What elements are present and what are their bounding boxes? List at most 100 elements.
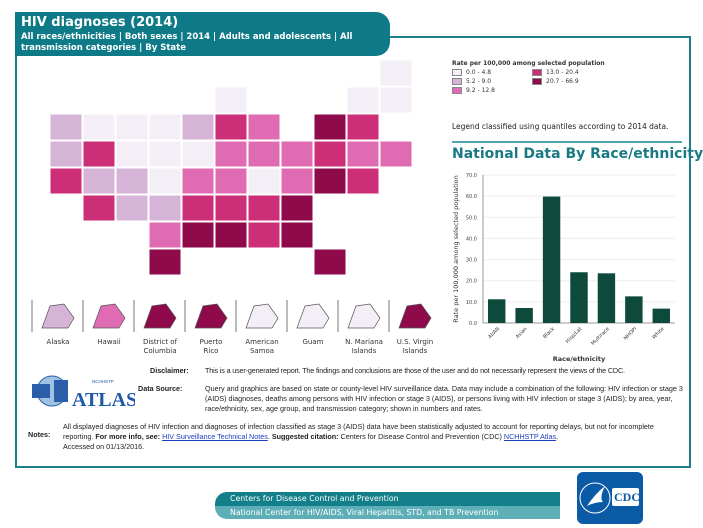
state-tn[interactable] xyxy=(214,194,248,222)
state-sc[interactable] xyxy=(280,194,314,222)
state-in[interactable] xyxy=(214,140,248,168)
disclaimer-label: Disclaimer: xyxy=(150,366,189,375)
x-tick-label: Hisp/Lat xyxy=(565,326,584,345)
technical-notes-link[interactable]: HIV Surveillance Technical Notes xyxy=(162,432,268,441)
legend-label: 13.0 - 20.4 xyxy=(546,69,579,76)
state-ks[interactable] xyxy=(148,194,182,222)
state-mo[interactable] xyxy=(181,167,215,195)
inset-label: Islands xyxy=(352,347,377,355)
state-mt[interactable] xyxy=(115,113,149,141)
state-nm[interactable] xyxy=(115,194,149,222)
report-title: HIV diagnoses (2014) xyxy=(21,15,179,30)
state-az[interactable] xyxy=(82,194,116,222)
state-me[interactable] xyxy=(379,60,413,87)
state-nj[interactable] xyxy=(313,140,347,168)
x-tick-label: NHOPI xyxy=(623,326,639,342)
state-sd[interactable] xyxy=(148,140,182,168)
state-ca[interactable] xyxy=(49,167,83,195)
state-ma[interactable] xyxy=(346,113,380,141)
state-co[interactable] xyxy=(115,167,149,195)
report-frame xyxy=(15,36,691,468)
state-ne[interactable] xyxy=(148,167,182,195)
state-vt[interactable] xyxy=(346,86,380,114)
legend-label: 20.7 - 66.9 xyxy=(546,78,579,85)
state-pa[interactable] xyxy=(280,140,314,168)
inset-puerto-rico-shape[interactable] xyxy=(194,303,228,329)
state-or[interactable] xyxy=(49,140,83,168)
bar-nhopi xyxy=(625,296,643,323)
state-ar[interactable] xyxy=(181,194,215,222)
footer-line-1: Centers for Disease Control and Preventi… xyxy=(215,492,560,506)
state-wi[interactable] xyxy=(214,86,248,114)
inset-label: Islands xyxy=(403,347,428,355)
state-id[interactable] xyxy=(82,113,116,141)
state-ky[interactable] xyxy=(214,167,248,195)
legend-item: 20.7 - 66.9 xyxy=(532,78,612,85)
bar-asian xyxy=(515,307,533,323)
data-source-text: Query and graphics are based on state or… xyxy=(205,384,683,413)
state-ny[interactable] xyxy=(313,113,347,141)
inset-district-of-columbia-shape[interactable] xyxy=(143,303,177,329)
legend-item: 0.0 - 4.8 xyxy=(452,69,532,76)
inset-alaska-shape[interactable] xyxy=(41,303,75,329)
bar-multirace xyxy=(597,273,616,323)
inset-label: Puerto xyxy=(200,338,223,346)
inset-label: Rico xyxy=(204,347,219,355)
inset-guam-shape[interactable] xyxy=(296,303,330,329)
notes-label: Notes: xyxy=(28,430,51,439)
state-mi[interactable] xyxy=(247,113,281,141)
state-ut[interactable] xyxy=(82,167,116,195)
state-tx[interactable] xyxy=(148,248,182,276)
state-wy[interactable] xyxy=(115,140,149,168)
cdc-wordmark: CDC xyxy=(614,490,640,504)
accessed-date: Accessed on 01/13/2016. xyxy=(63,442,145,451)
svg-text:ATLAS: ATLAS xyxy=(72,389,135,410)
cdc-footer-banner: Centers for Disease Control and Preventi… xyxy=(215,492,560,519)
svg-text:NCHHSTP: NCHHSTP xyxy=(92,379,114,384)
state-fl[interactable] xyxy=(313,248,347,276)
state-va[interactable] xyxy=(280,167,314,195)
x-axis-label: Race/ethnicity xyxy=(553,355,606,363)
state-nd[interactable] xyxy=(148,113,182,141)
state-ri[interactable] xyxy=(379,140,413,168)
y-axis-label: Rate per 100,000 among selected populati… xyxy=(452,175,460,322)
state-oh[interactable] xyxy=(247,140,281,168)
state-wa[interactable] xyxy=(49,113,83,141)
inset-u-s-virgin-islands-shape[interactable] xyxy=(398,303,432,329)
state-md[interactable] xyxy=(313,167,347,195)
atlas-link[interactable]: NCHHSTP Atlas xyxy=(503,432,557,441)
state-mn[interactable] xyxy=(181,113,215,141)
state-wv[interactable] xyxy=(247,167,281,195)
state-ct[interactable] xyxy=(346,140,380,168)
state-de[interactable] xyxy=(346,167,380,195)
legend-swatch xyxy=(452,69,462,76)
legend-note: Legend classified using quantiles accord… xyxy=(452,122,669,131)
state-ga[interactable] xyxy=(280,221,314,249)
state-al[interactable] xyxy=(247,221,281,249)
separator: . xyxy=(556,432,559,441)
state-la[interactable] xyxy=(181,221,215,249)
state-ms[interactable] xyxy=(214,221,248,249)
state-nv[interactable] xyxy=(82,140,116,168)
report-subtitle: All races/ethnicities | Both sexes | 201… xyxy=(21,32,353,53)
legend-swatch xyxy=(452,78,462,85)
inset-label: Columbia xyxy=(143,347,176,355)
atlas-logo[interactable]: ATLAS NCHHSTP xyxy=(30,372,135,410)
y-tick-label: 10.0 xyxy=(466,300,477,306)
state-ia[interactable] xyxy=(181,140,215,168)
footer-line-2: National Center for HIV/AIDS, Viral Hepa… xyxy=(215,505,560,519)
legend-title: Rate per 100,000 among selected populati… xyxy=(452,60,605,67)
legend-item: 9.2 - 12.8 xyxy=(452,87,532,94)
state-ok[interactable] xyxy=(148,221,182,249)
bar-aian xyxy=(488,299,506,323)
inset-n-mariana-islands-shape[interactable] xyxy=(347,303,381,329)
inset-american-samoa-shape[interactable] xyxy=(245,303,279,329)
inset-label: District of xyxy=(143,338,178,346)
state-nc[interactable] xyxy=(247,194,281,222)
inset-hawaii-shape[interactable] xyxy=(92,303,126,329)
state-nh[interactable] xyxy=(379,86,413,114)
y-tick-label: 30.0 xyxy=(466,258,477,264)
cdc-logo[interactable]: CDC xyxy=(577,472,643,524)
state-il[interactable] xyxy=(214,113,248,141)
